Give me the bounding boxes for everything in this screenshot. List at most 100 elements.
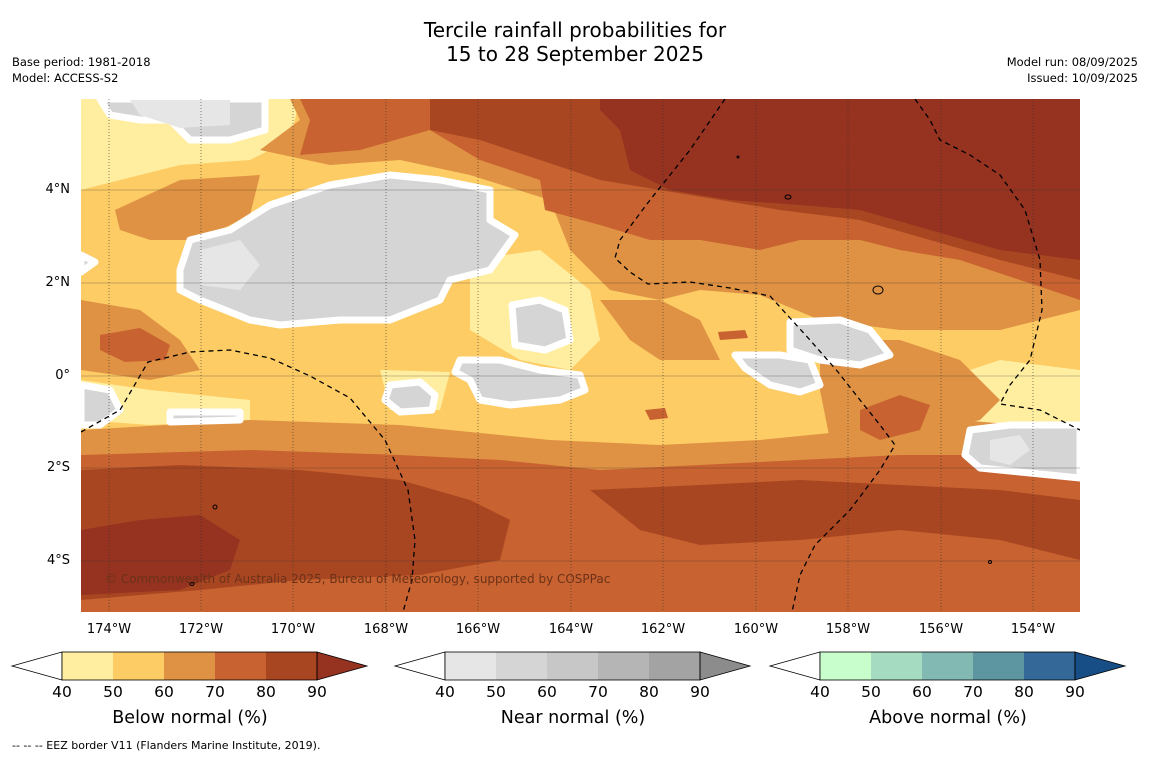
colorbar-tick: 70	[588, 683, 608, 701]
colorbar-title-below: Below normal (%)	[112, 708, 268, 728]
colorbar-tick: 50	[486, 683, 506, 701]
below-90-north	[600, 99, 1080, 260]
near-grey-far-west	[81, 381, 124, 429]
below-60-west-blob	[115, 175, 260, 240]
below-80-se	[590, 480, 1080, 560]
colorbar-extend-high	[316, 651, 369, 681]
colorbar-tick: 60	[912, 683, 932, 701]
lon-label: 162°W	[640, 622, 686, 637]
island-shape	[784, 194, 792, 200]
below-90-sw	[81, 515, 240, 595]
title-line-2: 15 to 28 September 2025	[446, 42, 704, 66]
eez-footnote: -- -- -- EEZ border V11 (Flanders Marine…	[12, 739, 321, 752]
near-grey-mid2	[451, 356, 589, 409]
colorbar-extend-low	[10, 651, 63, 681]
lon-label: 174°W	[86, 622, 132, 637]
lat-label: 0°	[55, 368, 70, 383]
near-grey-east2	[731, 351, 824, 396]
colorbar-swatch	[62, 652, 113, 680]
colorbar-above-normal	[768, 651, 1127, 681]
below-60-center-tongue	[600, 300, 720, 360]
colorbar-tick: 90	[690, 683, 710, 701]
colorbar-swatch	[445, 652, 496, 680]
near-grey-mid	[508, 296, 574, 354]
colorbar-swatch	[922, 652, 973, 680]
near-grey-west-notch	[81, 251, 99, 276]
lon-label: 166°W	[455, 622, 501, 637]
eez-borders	[81, 99, 1080, 612]
lat-label: 2°N	[45, 275, 71, 290]
issued-date: Issued: 10/09/2025	[1027, 71, 1138, 85]
eez-border-center	[614, 99, 896, 612]
chart-title: Tercile rainfall probabilities for 15 to…	[0, 18, 1150, 66]
near-normal-regions	[81, 99, 1080, 482]
lon-label: 170°W	[270, 622, 316, 637]
copyright-notice: © Commonwealth of Australia 2025, Bureau…	[105, 572, 611, 586]
meta-right: Model run: 08/09/2025 Issued: 10/09/2025	[1007, 54, 1138, 86]
colorbar-tick: 90	[1065, 683, 1085, 701]
colorbar-swatch	[113, 652, 164, 680]
colorbar-swatch	[266, 652, 317, 680]
near-grey-strip	[166, 408, 244, 426]
colorbar-swatch	[649, 652, 700, 680]
near-grey-east1	[786, 316, 894, 369]
lon-label: 172°W	[178, 622, 224, 637]
colorbar-swatch	[973, 652, 1024, 680]
near-inner-1	[200, 240, 260, 290]
below-70-dot2	[718, 330, 748, 340]
colorbar-frame	[444, 651, 701, 681]
model-run: Model run: 08/09/2025	[1006, 55, 1138, 69]
near-grey-west	[381, 378, 439, 416]
colorbar-tick: 80	[256, 683, 276, 701]
lon-label: 160°W	[733, 622, 779, 637]
colorbar-swatch	[215, 652, 266, 680]
colorbar-swatch	[164, 652, 215, 680]
near-inner-3	[130, 100, 230, 128]
colorbar-swatch	[1024, 652, 1075, 680]
below-70-west-blob	[100, 328, 170, 362]
lon-label: 156°W	[918, 622, 964, 637]
lon-label: 168°W	[363, 622, 409, 637]
colorbar-tick: 50	[861, 683, 881, 701]
below-70-dot	[645, 408, 668, 420]
island-shape	[872, 285, 884, 295]
colorbar-tick: 60	[154, 683, 174, 701]
colorbar-swatch	[820, 652, 871, 680]
model-name: Model: ACCESS-S2	[12, 71, 119, 85]
island-shape	[189, 582, 195, 586]
gridlines-lat	[81, 189, 1080, 562]
islands	[189, 155, 992, 586]
eez-border-west	[81, 349, 416, 612]
colorbar-extend-low	[768, 651, 821, 681]
colorbar-tick: 40	[810, 683, 830, 701]
colorbar-extend-high	[1074, 651, 1127, 681]
colorbar-extend-high	[699, 651, 752, 681]
map-fields	[81, 99, 1080, 612]
lat-label: 4°N	[45, 182, 71, 197]
eez-border-east	[914, 99, 1080, 431]
near-inner-2	[990, 435, 1030, 465]
colorbar-frame	[819, 651, 1076, 681]
colorbar-swatch	[598, 652, 649, 680]
colorbar-frame	[61, 651, 318, 681]
lon-label: 164°W	[548, 622, 594, 637]
colorbar-tick: 40	[435, 683, 455, 701]
colorbar-tick: 70	[963, 683, 983, 701]
lon-label: 154°W	[1010, 622, 1056, 637]
colorbar-title-near: Near normal (%)	[500, 708, 646, 728]
island-shape	[212, 504, 218, 510]
colorbar-extend-low	[393, 651, 446, 681]
colorbar-tick: 90	[307, 683, 327, 701]
colorbar-tick: 80	[639, 683, 659, 701]
colorbar-swatch	[547, 652, 598, 680]
island-shape	[736, 155, 740, 159]
title-line-1: Tercile rainfall probabilities for	[423, 18, 727, 42]
colorbar-swatch	[496, 652, 547, 680]
base-period: Base period: 1981-2018	[12, 55, 151, 69]
colorbar-tick: 50	[103, 683, 123, 701]
colorbar-tick: 70	[205, 683, 225, 701]
colorbar-tick: 60	[537, 683, 557, 701]
lat-label: 2°S	[46, 460, 70, 475]
colorbar-tick: 80	[1014, 683, 1034, 701]
